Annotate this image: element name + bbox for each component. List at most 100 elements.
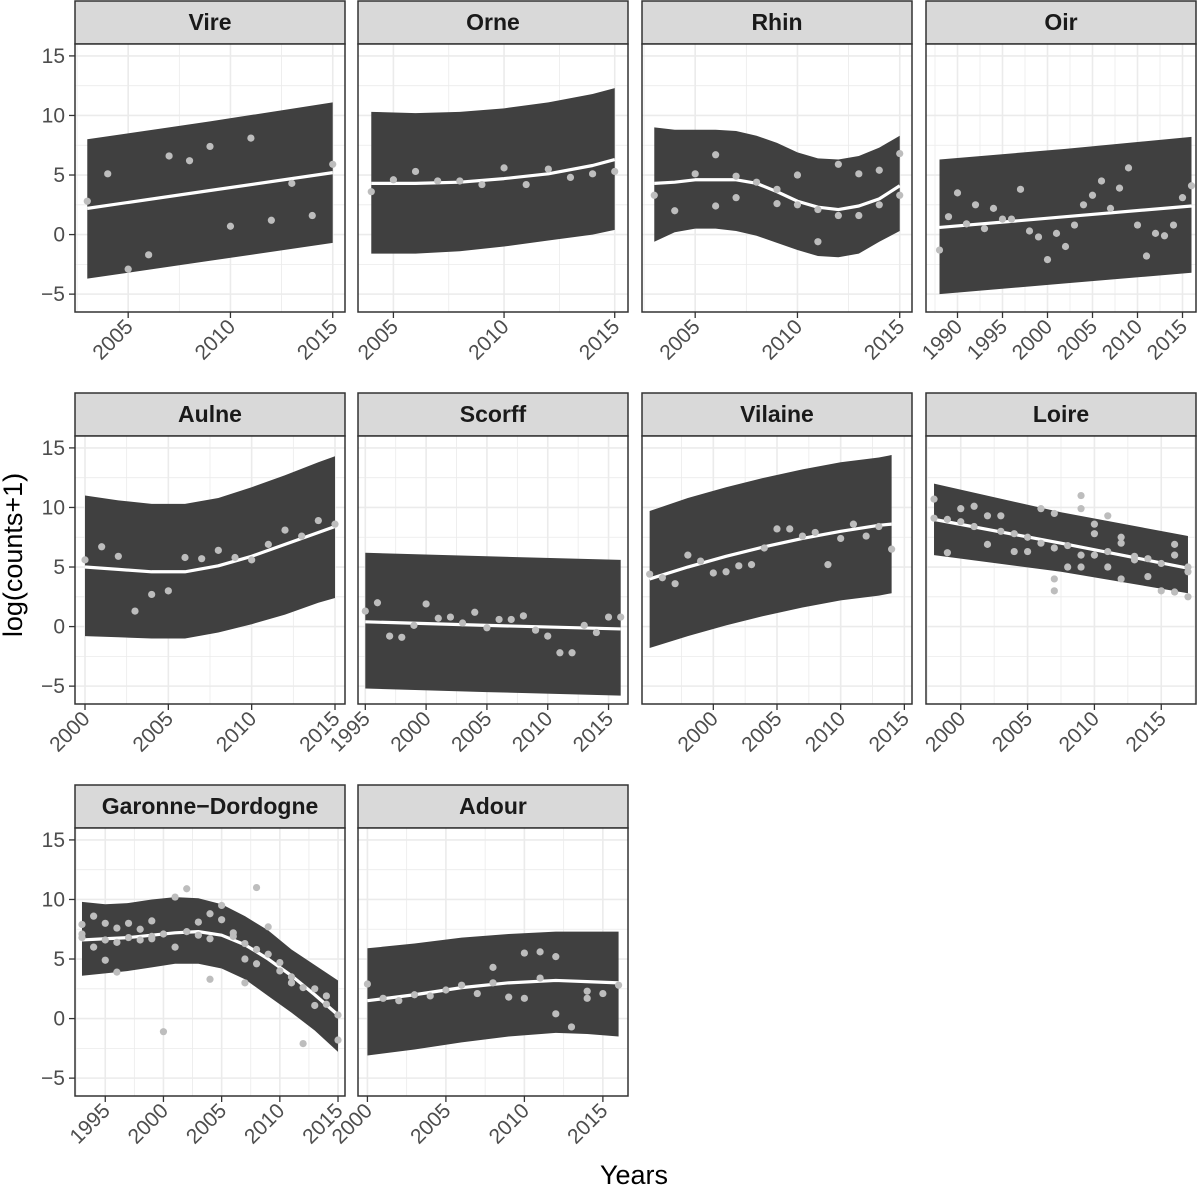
y-tick-label: 10 — [42, 104, 65, 127]
data-point — [580, 621, 588, 629]
facet-title: Vilaine — [740, 401, 814, 427]
data-point — [483, 624, 491, 632]
data-point — [1077, 505, 1085, 513]
data-point — [113, 968, 121, 976]
data-point — [896, 149, 904, 158]
data-point — [426, 992, 434, 1000]
data-point — [1171, 540, 1179, 548]
x-tick-label: 2000 — [124, 1099, 173, 1148]
data-point — [226, 222, 235, 230]
data-point — [1010, 547, 1018, 556]
data-point — [410, 621, 418, 629]
data-point — [811, 528, 819, 537]
data-point — [1115, 184, 1124, 192]
facet-strip — [357, 784, 629, 829]
confidence-band — [371, 88, 615, 254]
data-point — [735, 562, 743, 570]
data-point — [247, 134, 255, 142]
data-point — [218, 901, 226, 910]
data-point — [971, 201, 980, 209]
facet-title: Rhin — [751, 9, 802, 35]
x-tick-label: 2005 — [354, 315, 403, 364]
x-tick-label: 2015 — [293, 315, 342, 364]
x-tick-label: 1990 — [918, 315, 967, 364]
y-tick-label: 10 — [42, 888, 65, 911]
data-point — [568, 649, 576, 657]
data-point — [943, 515, 951, 523]
data-point — [1050, 544, 1058, 552]
data-point — [299, 984, 307, 992]
data-point — [505, 993, 513, 1001]
data-point — [814, 238, 822, 246]
data-point — [1064, 563, 1072, 571]
data-point — [314, 516, 322, 525]
data-point — [124, 933, 133, 942]
y-tick-label: 10 — [42, 496, 65, 519]
data-point — [252, 883, 261, 892]
facet-strip — [357, 0, 629, 45]
data-point — [834, 160, 842, 168]
x-tick-label: 2010 — [758, 315, 807, 364]
y-axis-title: log(counts+1) — [0, 473, 28, 637]
data-point — [953, 189, 962, 197]
data-point — [214, 546, 222, 554]
data-point — [732, 172, 740, 180]
data-point — [299, 1039, 307, 1048]
facet-strip — [925, 392, 1197, 437]
x-tick-label: 2000 — [1008, 315, 1057, 364]
data-point — [935, 246, 944, 254]
y-tick-label: 15 — [42, 437, 65, 460]
data-point — [1117, 533, 1125, 541]
data-point — [218, 916, 226, 924]
data-point — [614, 981, 623, 989]
data-point — [206, 935, 214, 943]
panel-border — [925, 43, 1197, 313]
x-tick-label: 2010 — [464, 315, 513, 364]
data-point — [446, 613, 455, 621]
data-point — [114, 552, 122, 560]
data-point — [552, 1010, 560, 1018]
data-point — [544, 165, 552, 173]
data-point — [983, 540, 992, 548]
data-point — [113, 938, 121, 946]
data-point — [136, 925, 144, 933]
confidence-band — [367, 931, 619, 1056]
data-point — [824, 561, 832, 569]
facet-title: Adour — [459, 793, 527, 819]
x-tick-label: 2000 — [45, 707, 94, 756]
data-point — [773, 525, 781, 533]
data-point — [520, 994, 528, 1002]
y-tick-label: 5 — [53, 556, 65, 579]
data-point — [264, 923, 272, 931]
x-tick-label: 2005 — [988, 707, 1037, 756]
data-point — [1106, 204, 1115, 212]
data-point — [888, 545, 896, 553]
data-point — [930, 514, 938, 522]
data-point — [588, 170, 597, 178]
data-point — [1133, 221, 1142, 229]
data-point — [264, 950, 272, 958]
data-point — [1178, 194, 1187, 202]
data-point — [489, 979, 497, 987]
data-point — [83, 197, 91, 205]
data-point — [164, 587, 172, 595]
data-point — [722, 568, 730, 576]
data-point — [691, 170, 699, 178]
data-point — [101, 936, 109, 944]
data-point — [231, 553, 239, 562]
data-point — [1016, 185, 1025, 193]
x-tick-label: 2005 — [737, 707, 786, 756]
panel-border — [641, 43, 913, 313]
panel-border — [357, 43, 629, 313]
data-point — [1097, 177, 1106, 185]
data-point — [1050, 575, 1058, 583]
data-point — [456, 177, 464, 185]
facet-strip — [74, 392, 346, 437]
data-point — [1171, 551, 1179, 559]
data-point — [773, 200, 781, 208]
data-point — [473, 989, 481, 998]
data-point — [159, 930, 168, 938]
